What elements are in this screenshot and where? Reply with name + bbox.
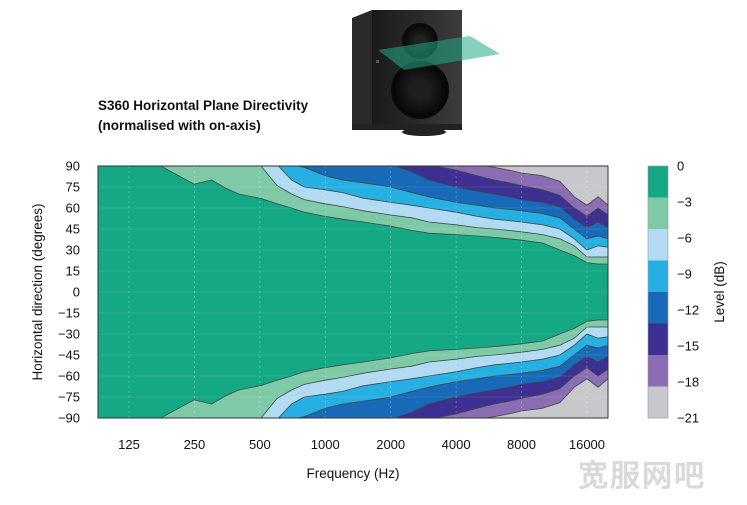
y-axis-label: Horizontal direction (degrees) [30, 203, 45, 380]
level-bands [156, 166, 608, 418]
y-axis-ticks: 90 75 60 45 30 15 0 −15 −30 −45 −60 −75 −90 [58, 159, 80, 426]
x-axis-ticks: 125 250 500 1000 2000 4000 8000 16000 [118, 437, 605, 452]
y-tick-label: 15 [66, 264, 80, 279]
colorbar-frame [647, 165, 669, 419]
y-tick-label: −60 [58, 369, 80, 384]
colorbar-tick-label: 0 [677, 159, 684, 174]
colorbar-swatch [648, 260, 668, 293]
y-tick-label: −75 [58, 390, 80, 405]
colorbar-swatch [648, 386, 668, 419]
y-tick-label: 75 [66, 180, 80, 195]
colorbar-swatch [648, 166, 668, 198]
colorbar-tick-label: −6 [677, 231, 692, 246]
colorbar-swatch [648, 197, 668, 230]
y-tick-label: 60 [66, 201, 80, 216]
colorbar: 0 −3 −6 −9 −12 −15 −18 −21 [647, 159, 699, 426]
y-tick-label: 90 [66, 159, 80, 174]
x-tick-label: 2000 [376, 437, 405, 452]
colorbar-label: Level (dB) [712, 261, 727, 323]
colorbar-swatch [648, 292, 668, 324]
colorbar-swatch [648, 355, 668, 387]
y-tick-label: −45 [58, 348, 80, 363]
colorbar-tick-label: −18 [677, 375, 699, 390]
colorbar-swatch [648, 323, 668, 356]
chart-title: S360 Horizontal Plane Directivity [98, 98, 309, 113]
colorbar-tick-label: −3 [677, 195, 692, 210]
y-tick-label: −90 [58, 411, 80, 426]
x-tick-label: 125 [118, 437, 140, 452]
colorbar-tick-label: −12 [677, 303, 699, 318]
colorbar-tick-label: −21 [677, 411, 699, 426]
studio-monitor-speaker-icon [352, 10, 500, 136]
colorbar-tick-label: −15 [677, 339, 699, 354]
x-axis-label: Frequency (Hz) [306, 466, 399, 481]
colorbar-swatch [648, 229, 668, 261]
level-band-21-bottom [483, 378, 608, 418]
watermark: 宽服网吧 [578, 459, 706, 493]
x-tick-label: 250 [184, 437, 206, 452]
y-tick-label: 30 [66, 243, 80, 258]
x-tick-label: 8000 [507, 437, 536, 452]
y-tick-label: −15 [58, 306, 80, 321]
plot-area [97, 165, 609, 419]
x-tick-label: 1000 [311, 437, 340, 452]
x-tick-label: 500 [249, 437, 271, 452]
y-tick-label: 45 [66, 222, 80, 237]
y-tick-label: −30 [58, 327, 80, 342]
plot-frame [97, 165, 609, 419]
x-tick-label: 4000 [442, 437, 471, 452]
chart-subtitle: (normalised with on-axis) [98, 118, 261, 133]
level-band-21-top [483, 166, 608, 206]
y-tick-label: 0 [73, 285, 80, 300]
colorbar-tick-label: −9 [677, 267, 692, 282]
x-tick-label: 16000 [569, 437, 605, 452]
